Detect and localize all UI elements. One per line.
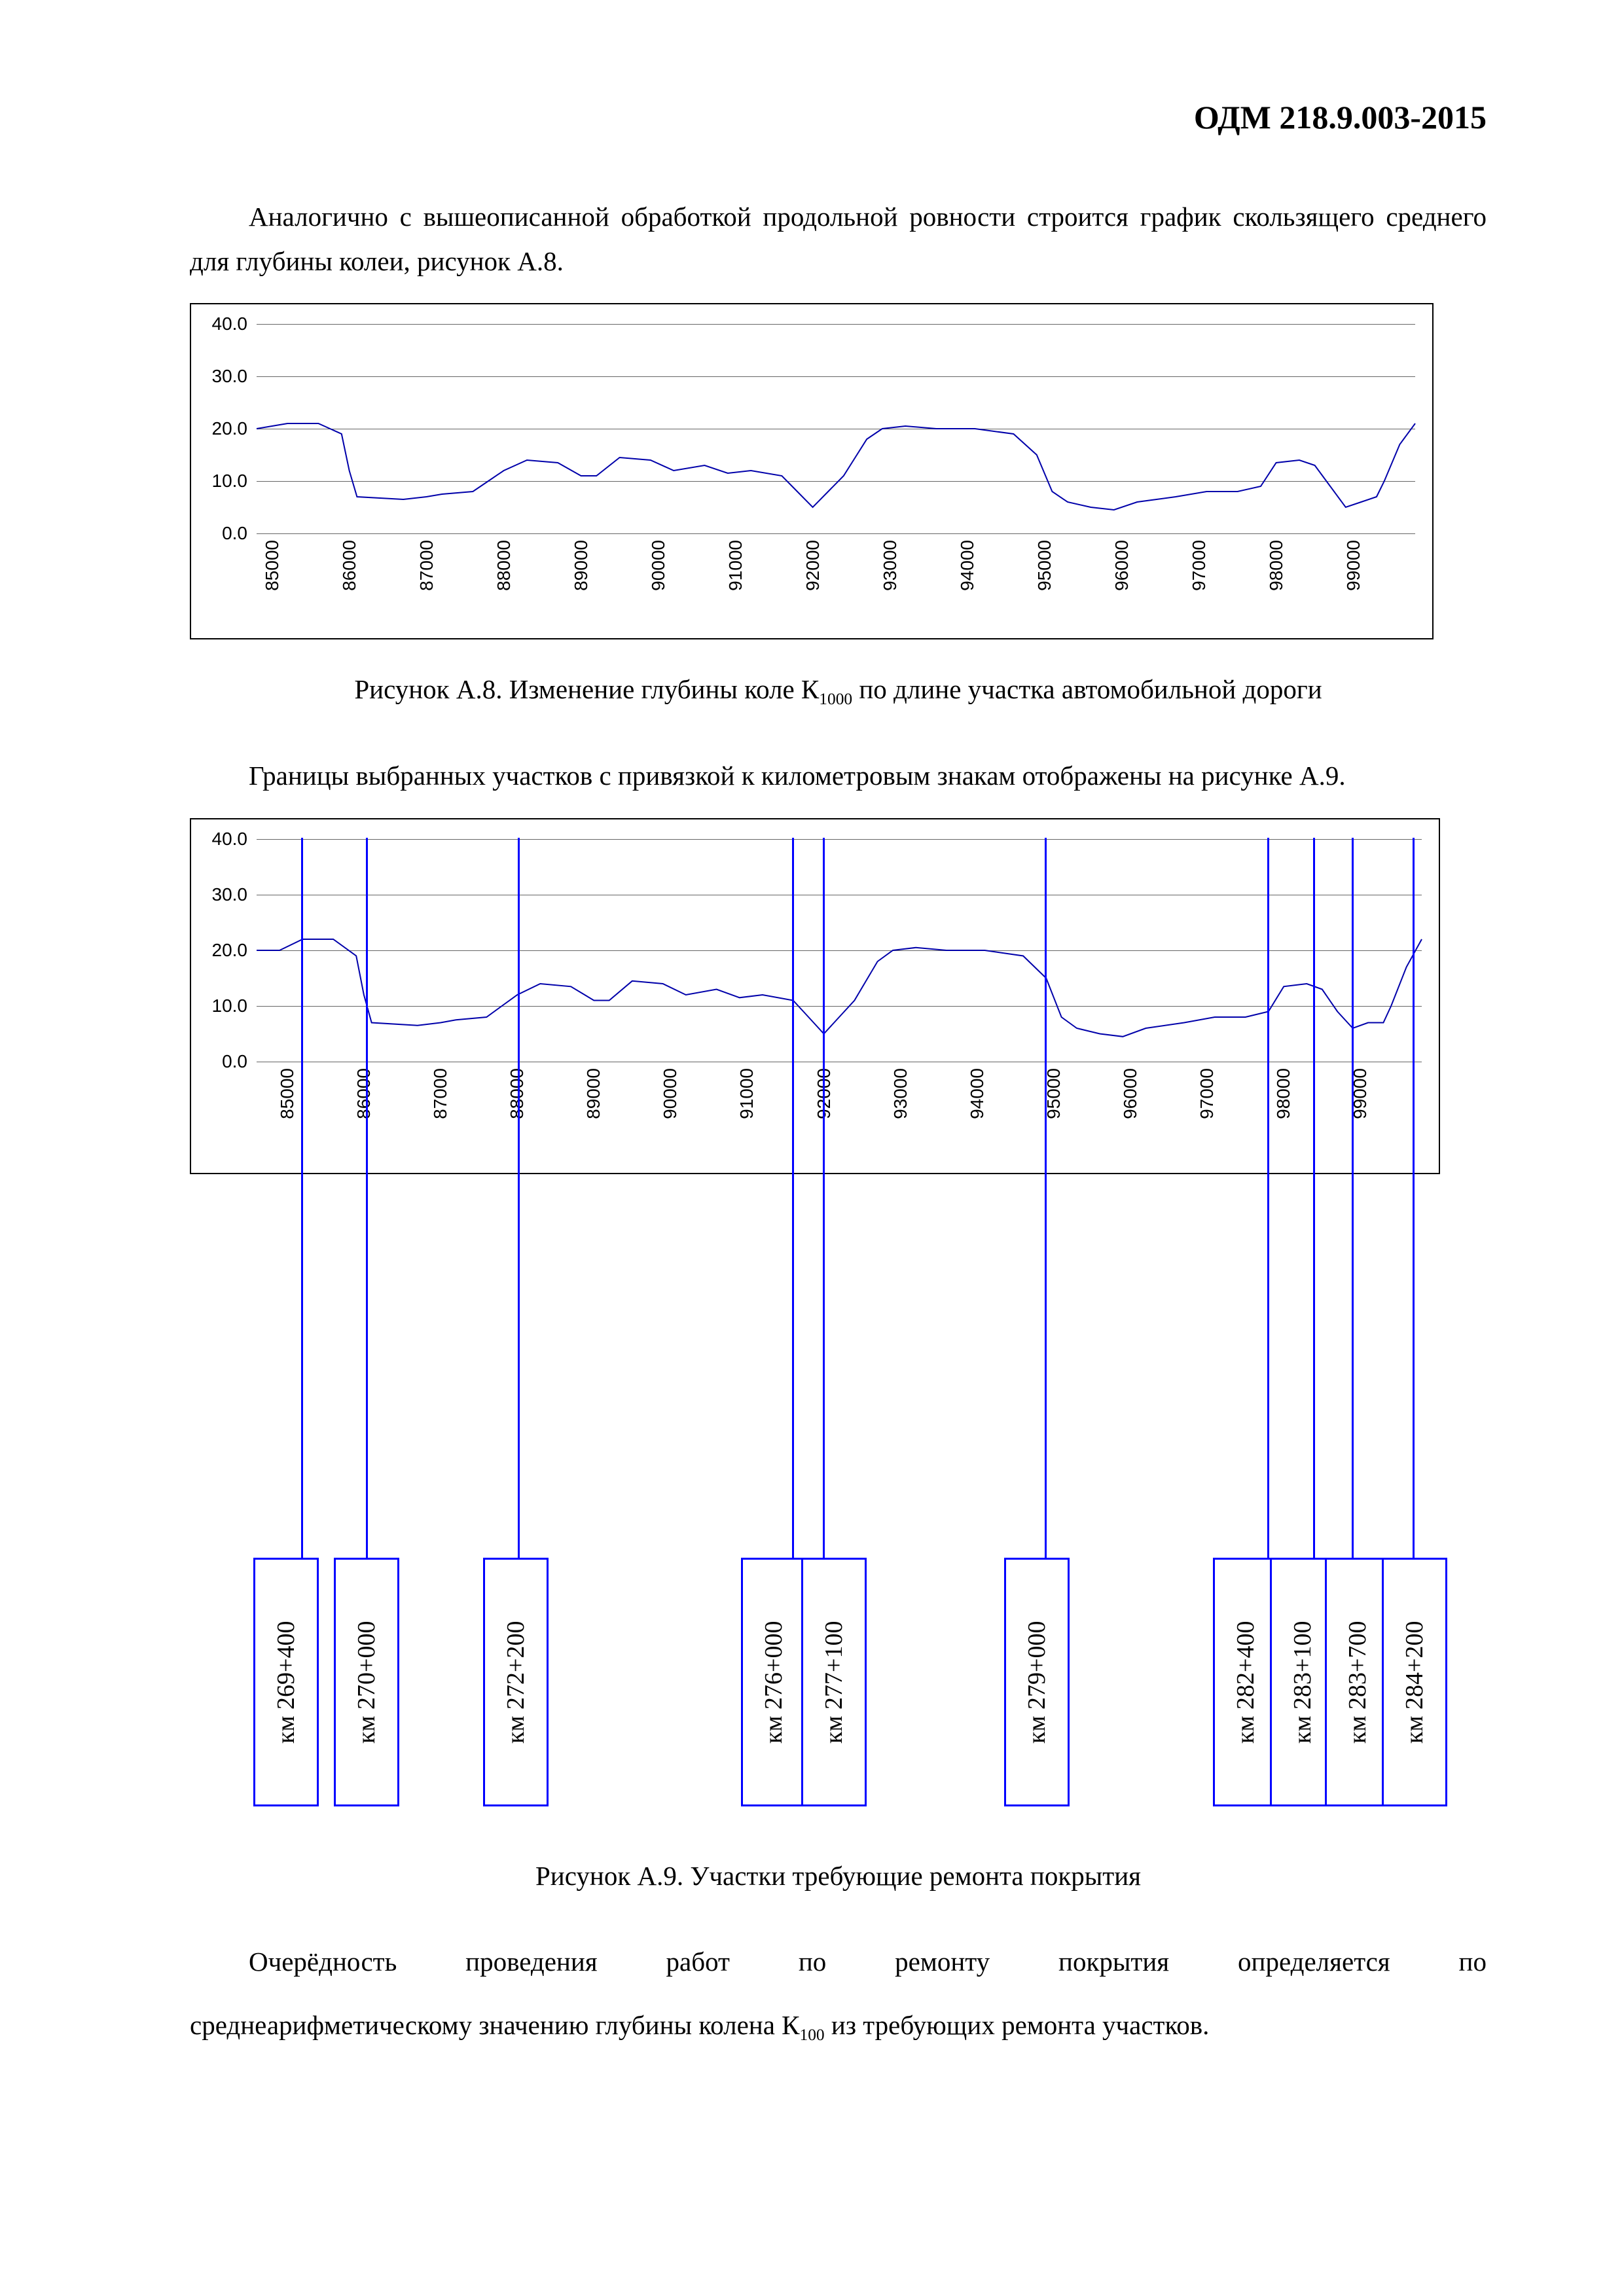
marker-line (1413, 838, 1415, 1558)
marker-label: км 284+200 (1382, 1558, 1447, 1806)
caption-a8-pre: Рисунок А.8. Изменение глубины коле К (354, 674, 819, 704)
x-tick-label: 86000 (339, 540, 360, 591)
caption-a9: Рисунок А.9. Участки требующие ремонта п… (190, 1852, 1487, 1901)
x-tick-label: 89000 (571, 540, 592, 591)
x-tick-label: 93000 (880, 540, 901, 591)
caption-a8-post: по длине участка автомобильной дороги (852, 674, 1322, 704)
marker-line (366, 838, 368, 1558)
paragraph-2-text: Границы выбранных участков с привязкой к… (249, 761, 1346, 791)
x-tick-label: 94000 (957, 540, 978, 591)
paragraph-3-line1: Очерёдность проведения работ по ремонту … (190, 1940, 1487, 1984)
marker-label: км 283+700 (1325, 1558, 1390, 1806)
y-tick-label: 20.0 (212, 418, 257, 439)
marker-label: км 270+000 (334, 1558, 399, 1806)
x-tick-label: 85000 (262, 540, 283, 591)
marker-line (1267, 838, 1269, 1558)
x-tick-label: 92000 (803, 540, 823, 591)
x-tick-label: 99000 (1343, 540, 1364, 591)
x-tick-label: 97000 (1189, 540, 1210, 591)
y-tick-label: 10.0 (212, 471, 257, 492)
paragraph-3b-post: из требующих ремонта участков. (825, 2010, 1210, 2040)
marker-label: км 282+400 (1213, 1558, 1278, 1806)
paragraph-1: Аналогично с вышеописанной обработкой пр… (190, 195, 1487, 283)
marker-label: км 269+400 (253, 1558, 319, 1806)
figure-a9: 0.010.020.030.040.0850008600087000880008… (190, 818, 1440, 1826)
marker-label: км 279+000 (1004, 1558, 1070, 1806)
marker-line (823, 838, 825, 1558)
marker-line (1045, 838, 1047, 1558)
figure-a8: 0.010.020.030.040.0850008600087000880008… (190, 303, 1434, 639)
y-tick-label: 0.0 (222, 523, 257, 544)
x-tick-label: 90000 (648, 540, 669, 591)
marker-label: км 272+200 (483, 1558, 549, 1806)
x-tick-label: 95000 (1034, 540, 1055, 591)
x-tick-label: 91000 (725, 540, 746, 591)
marker-line (792, 838, 794, 1558)
x-tick-label: 96000 (1111, 540, 1132, 591)
paragraph-2: Границы выбранных участков с привязкой к… (190, 754, 1487, 798)
x-ticks: 85000 86000 87000 88000 89000 90000 91000 92000… (257, 533, 1415, 619)
x-tick-label: 87000 (416, 540, 437, 591)
marker-layer: км 269+400км 270+000 км 272+200 км 276+000… (190, 818, 1440, 1826)
paragraph-3b-pre: среднеарифметическому значению глубины к… (190, 2010, 800, 2040)
marker-line (1352, 838, 1354, 1558)
marker-label: км 277+100 (801, 1558, 867, 1806)
x-tick-label: 88000 (494, 540, 514, 591)
marker-label: км 276+000 (741, 1558, 806, 1806)
y-tick-label: 30.0 (212, 366, 257, 387)
data-line (257, 324, 1415, 533)
caption-a8: Рисунок А.8. Изменение глубины коле К100… (190, 666, 1487, 715)
plot-frame: 0.010.020.030.040.0850008600087000880008… (190, 303, 1434, 639)
y-tick-label: 40.0 (212, 314, 257, 334)
marker-line (301, 838, 303, 1558)
plot-area: 0.010.020.030.040.0 (257, 324, 1415, 533)
marker-line (518, 838, 520, 1558)
paragraph-1-text: Аналогично с вышеописанной обработкой пр… (190, 202, 1487, 276)
paragraph-3-line2: среднеарифметическому значению глубины к… (190, 2003, 1487, 2049)
marker-line (1313, 838, 1315, 1558)
paragraph-3b-sub: 100 (800, 2026, 825, 2044)
paragraph-3a-text: Очерёдность проведения работ по ремонту … (249, 1946, 1487, 1977)
document-code: ОДМ 218.9.003-2015 (190, 98, 1487, 136)
x-tick-label: 98000 (1266, 540, 1287, 591)
caption-a8-sub: 1000 (819, 690, 852, 708)
